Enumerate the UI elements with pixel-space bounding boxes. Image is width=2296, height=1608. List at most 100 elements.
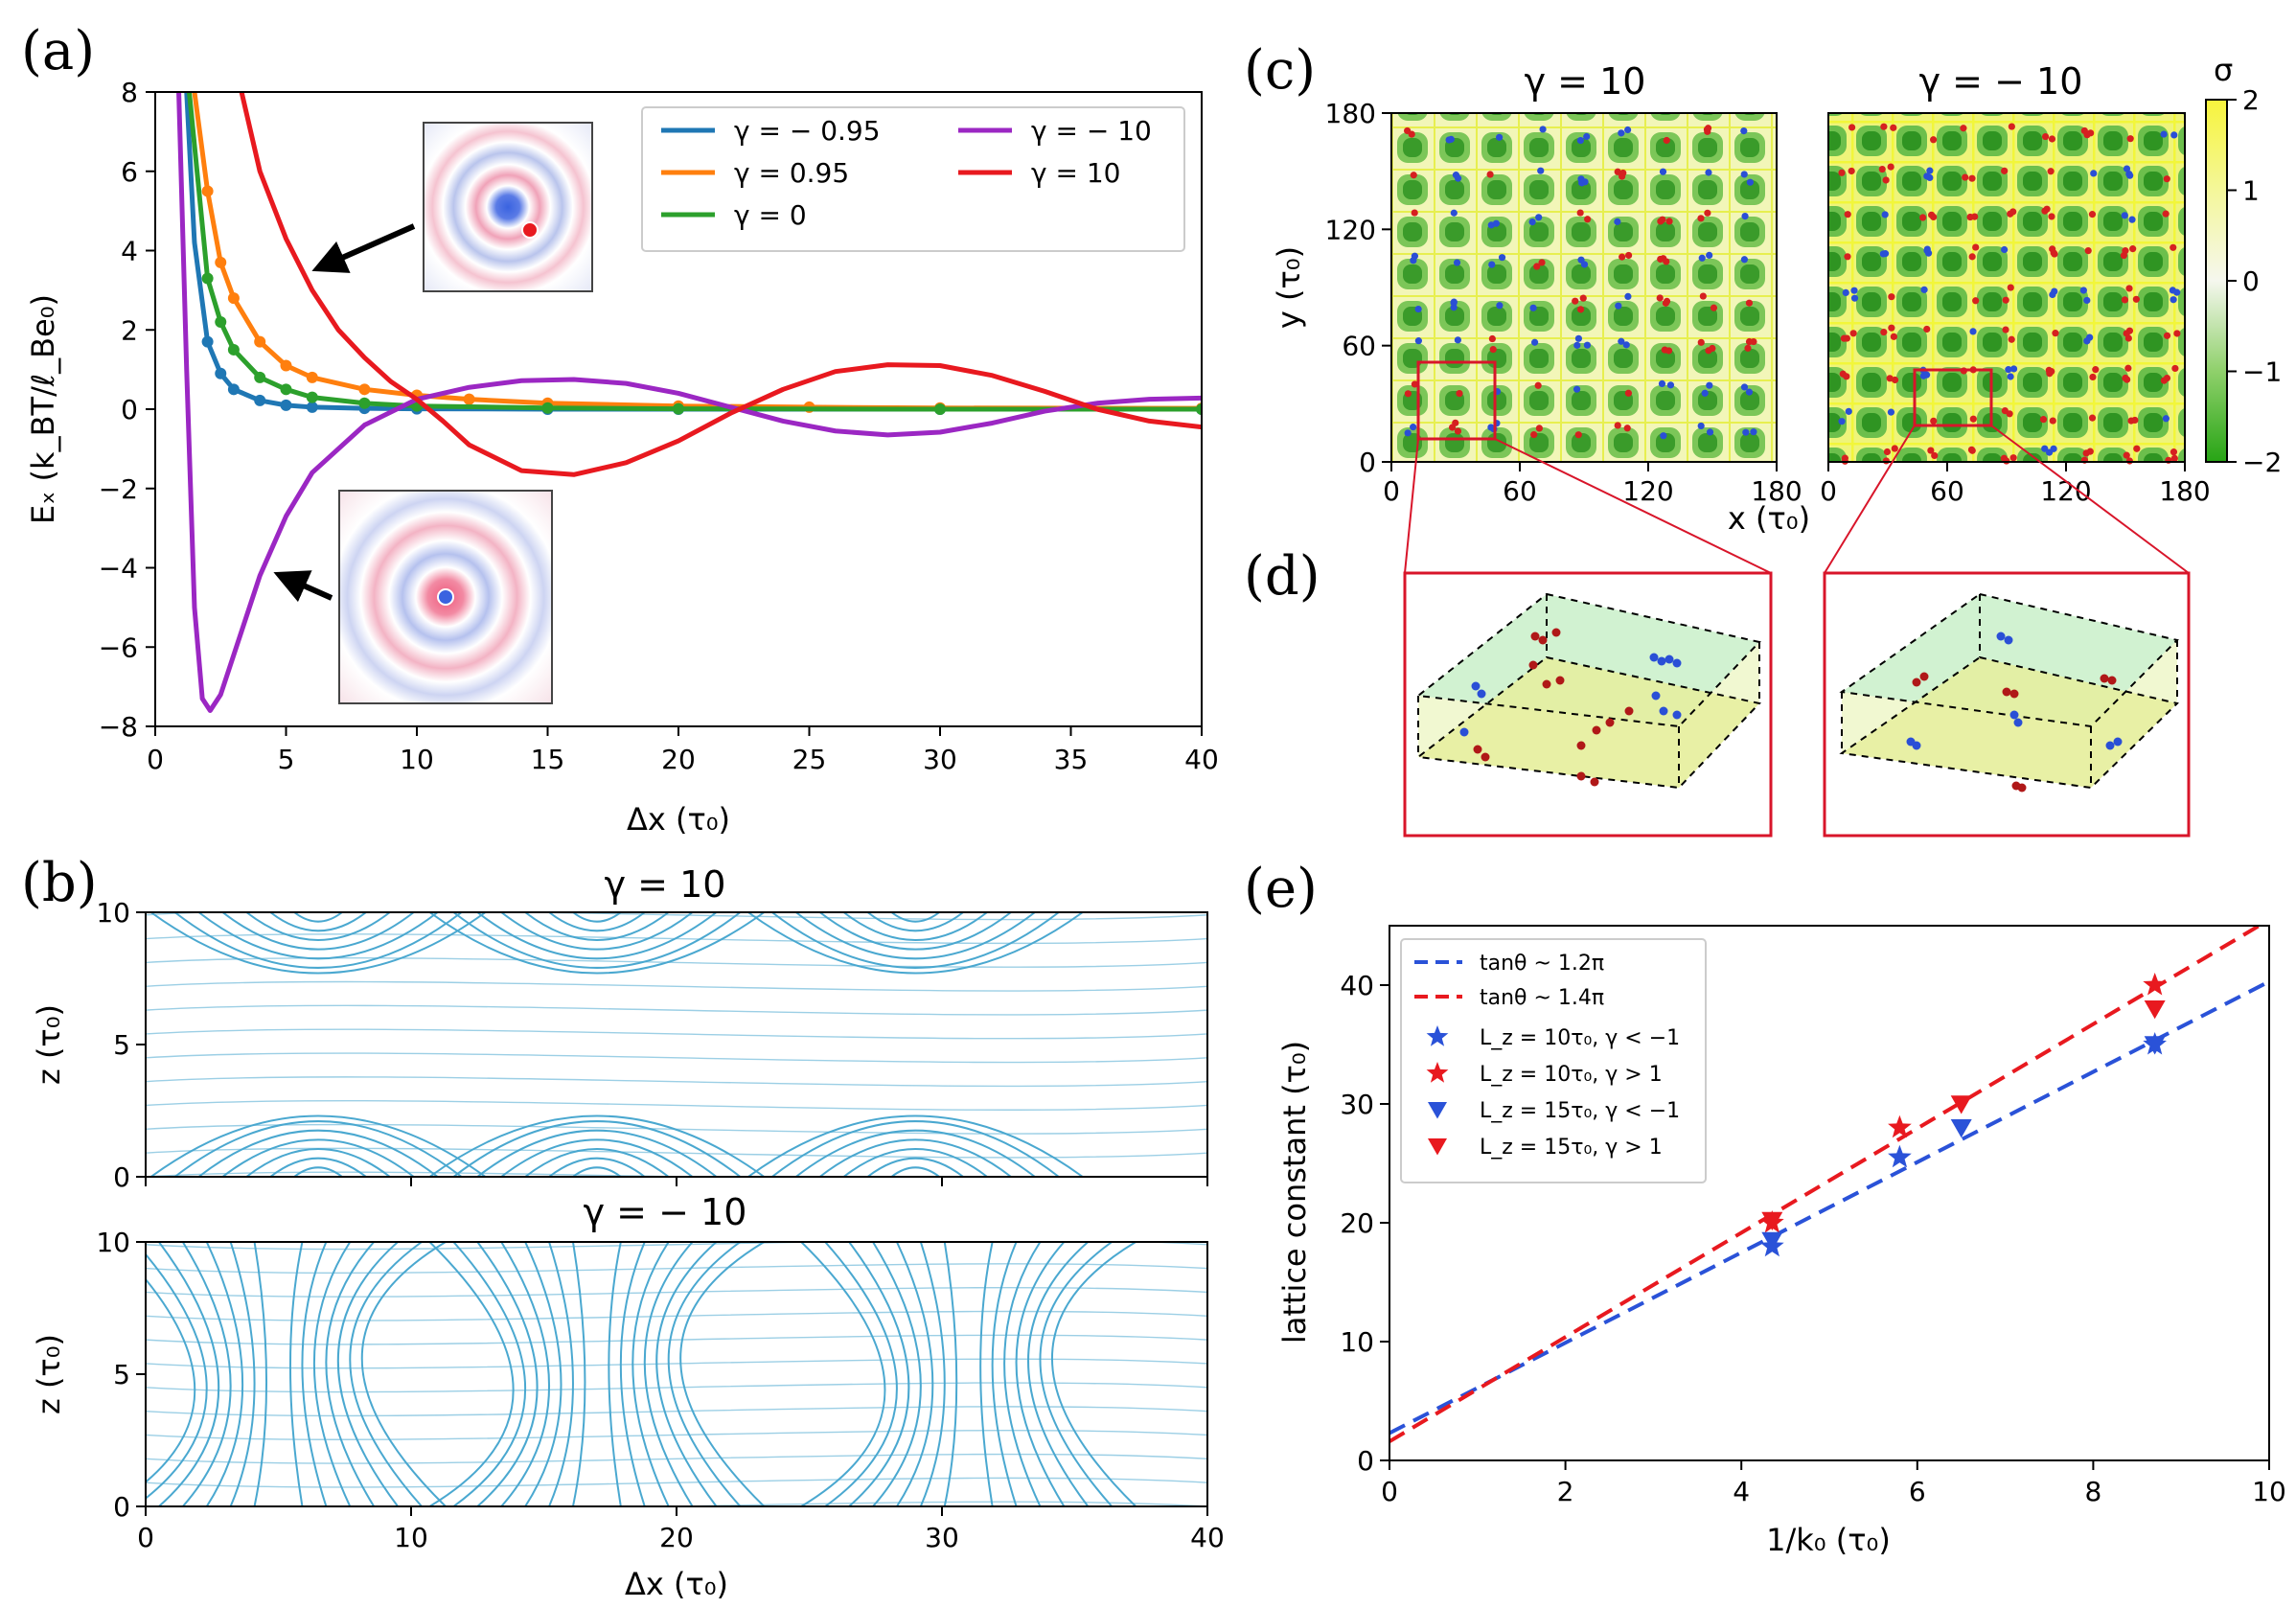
red-particle <box>2124 364 2132 372</box>
blue-particle <box>1697 422 1705 430</box>
red-particle <box>1890 333 1897 340</box>
streamline <box>667 1242 742 1506</box>
red-particle <box>1704 127 1711 135</box>
blue-particle <box>1665 655 1674 664</box>
streamline <box>221 912 415 951</box>
x-tick-label: 0 <box>1381 1476 1398 1507</box>
x-tick-label: 6 <box>1909 1476 1926 1507</box>
blue-particle <box>1842 288 1849 297</box>
y-tick-label: 6 <box>121 156 138 188</box>
series-marker-1 <box>306 371 318 383</box>
y-tick-label: −2 <box>99 473 138 505</box>
x-tick-label: 20 <box>661 744 696 775</box>
heatmap-right-frame <box>1827 112 2186 463</box>
panel-b-x-axis-label: Δx (τ₀) <box>625 1566 728 1602</box>
legend-label: γ = 0.95 <box>734 157 849 189</box>
bottom-plane-right <box>1842 657 2177 788</box>
streamline <box>747 1114 1084 1177</box>
blue-particle <box>2170 131 2178 139</box>
red-particle <box>1840 334 1848 342</box>
red-particle <box>1533 263 1541 270</box>
series-marker-1 <box>254 335 266 348</box>
red-particle <box>1663 297 1671 305</box>
red-particle <box>1919 214 1927 221</box>
blue-particle <box>1672 658 1682 668</box>
streamline <box>524 1148 670 1177</box>
data-point-series-3 <box>1950 1095 1972 1114</box>
red-particle <box>1882 176 1890 184</box>
red-particle <box>1848 124 1856 131</box>
legend-label: γ = − 10 <box>1031 115 1152 147</box>
heatmap-gamma-10 <box>1391 113 1777 462</box>
streamline <box>795 912 1036 960</box>
blue-particle <box>1529 304 1537 311</box>
legend-label: γ = 0 <box>734 199 807 231</box>
red-particle <box>2170 448 2178 456</box>
red-particle <box>1555 676 1565 685</box>
red-particle <box>1528 660 1538 670</box>
blue-particle <box>1583 132 1591 141</box>
blue-particle <box>1450 304 1458 311</box>
streamline <box>221 1138 415 1177</box>
blue-particle <box>1414 305 1422 313</box>
streamline <box>872 1242 922 1506</box>
red-particle <box>2122 247 2129 255</box>
red-particle <box>1710 304 1718 311</box>
streamline <box>146 1430 1207 1440</box>
y-tick-label: 40 <box>1340 970 1374 1001</box>
red-particle <box>1538 259 1546 266</box>
inset-arrow-bottom <box>273 570 333 603</box>
streamline <box>269 912 367 932</box>
colorbar-tick-label: 2 <box>2242 84 2260 116</box>
red-particle <box>1880 123 1888 130</box>
y-tick-label: 10 <box>1340 1326 1374 1358</box>
red-particle <box>1968 447 1976 454</box>
panel-label-a: (a) <box>21 20 95 82</box>
red-particle <box>2123 330 2130 337</box>
red-particle <box>1584 216 1592 223</box>
x-tick-label: 120 <box>2040 475 2091 507</box>
y-tick-label: 10 <box>96 897 130 929</box>
streamline <box>548 1157 646 1177</box>
blue-particle <box>1698 254 1706 262</box>
series-marker-0 <box>227 383 240 396</box>
red-particle <box>1931 451 1939 460</box>
panel-e-fit-lines <box>1389 926 2269 1443</box>
red-particle <box>1535 425 1543 432</box>
blue-particle <box>1741 213 1749 220</box>
blue-particle <box>2001 245 2009 254</box>
red-particle <box>1619 172 1626 180</box>
streamline <box>173 912 463 969</box>
red-particle <box>2092 366 2100 374</box>
streamline <box>896 1242 934 1506</box>
streamline <box>146 1076 1207 1088</box>
red-particle <box>1844 253 1851 261</box>
red-particle <box>1411 380 1419 388</box>
panel-e-x-axis-label: 1/k₀ (τ₀) <box>1766 1522 1891 1558</box>
red-particle <box>1592 725 1601 735</box>
red-particle <box>1489 346 1497 354</box>
streamline <box>572 912 622 923</box>
panel-e-scatter-chart: 0 2 4 6 8 10 0 10 20 30 40 1/k₀ (τ₀) lattice const… <box>1276 925 2286 1558</box>
red-particle <box>1572 297 1579 305</box>
red-particle <box>1614 422 1621 429</box>
blue-particle <box>2007 373 2014 380</box>
blue-particle <box>1657 656 1666 666</box>
legend-box <box>641 106 1185 252</box>
streamline <box>655 1242 718 1506</box>
streamline <box>771 912 1060 969</box>
red-particle <box>2129 245 2137 253</box>
red-particle <box>2006 410 2013 418</box>
streamline <box>866 1157 964 1177</box>
y-tick-label: 0 <box>113 1161 130 1193</box>
blue-particle <box>2160 130 2168 138</box>
blue-particle <box>1746 178 1754 186</box>
blue-particle <box>1450 209 1458 217</box>
red-particle <box>1624 706 1634 716</box>
red-particle <box>2089 373 2097 381</box>
blue-particle <box>1845 407 1852 415</box>
red-particle <box>1614 168 1621 175</box>
streamline <box>173 1120 463 1177</box>
blue-particle <box>1658 379 1666 388</box>
blue-particle <box>1926 167 1934 174</box>
